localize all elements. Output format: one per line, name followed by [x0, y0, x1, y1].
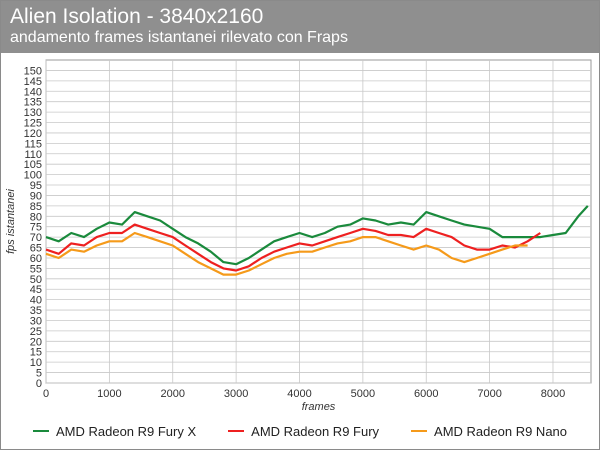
x-tick-label: 6000: [414, 388, 438, 400]
x-axis-label: frames: [302, 401, 336, 413]
x-tick-label: 5000: [351, 388, 375, 400]
y-tick-label: 25: [30, 326, 42, 338]
y-axis-label: fps istantanei: [5, 189, 17, 254]
y-tick-label: 50: [30, 274, 42, 286]
y-tick-label: 55: [30, 263, 42, 275]
y-tick-label: 100: [24, 170, 42, 182]
y-tick-label: 35: [30, 305, 42, 317]
x-tick-label: 4000: [287, 388, 311, 400]
legend: AMD Radeon R9 Fury X AMD Radeon R9 Fury …: [1, 421, 599, 441]
y-tick-label: 75: [30, 222, 42, 234]
y-tick-label: 95: [30, 180, 42, 192]
y-tick-label: 5: [36, 368, 42, 380]
y-tick-label: 125: [24, 118, 42, 130]
legend-swatch: [411, 430, 428, 432]
x-tick-label: 0: [43, 388, 49, 400]
y-tick-label: 60: [30, 253, 42, 265]
chart-header: Alien Isolation - 3840x2160 andamento fr…: [1, 1, 599, 53]
legend-label: AMD Radeon R9 Nano: [434, 423, 568, 439]
y-tick-label: 45: [30, 284, 42, 296]
x-tick-label: 8000: [541, 388, 565, 400]
y-tick-label: 10: [30, 357, 42, 369]
legend-item-fury: AMD Radeon R9 Fury: [228, 424, 379, 439]
x-tick-label: 7000: [477, 388, 501, 400]
y-tick-label: 135: [24, 97, 42, 109]
x-tick-label: 1000: [97, 388, 121, 400]
y-tick-label: 20: [30, 336, 42, 348]
y-tick-label: 40: [30, 295, 42, 307]
y-tick-label: 105: [24, 159, 42, 171]
y-tick-label: 90: [30, 190, 42, 202]
line-chart: 0510152025303540455055606570758085909510…: [5, 59, 592, 413]
y-tick-label: 120: [24, 128, 42, 140]
y-tick-label: 140: [24, 86, 42, 98]
axes: 0510152025303540455055606570758085909510…: [24, 65, 566, 400]
y-tick-label: 110: [24, 149, 42, 161]
legend-item-nano: AMD Radeon R9 Nano: [411, 424, 567, 439]
x-tick-label: 3000: [224, 388, 248, 400]
chart-subtitle: andamento frames istantanei rilevato con…: [10, 29, 348, 46]
series-lines: [45, 205, 589, 276]
series-line-2: [45, 223, 541, 272]
plot-area: [45, 59, 592, 384]
y-tick-label: 80: [30, 211, 42, 223]
y-tick-label: 150: [24, 65, 42, 77]
y-tick-label: 70: [30, 232, 42, 244]
x-tick-label: 2000: [161, 388, 185, 400]
y-tick-label: 145: [24, 76, 42, 88]
y-tick-label: 115: [24, 138, 42, 150]
y-tick-label: 65: [30, 243, 42, 255]
y-tick-label: 30: [30, 315, 42, 327]
y-tick-label: 15: [30, 347, 42, 359]
legend-swatch: [228, 430, 245, 432]
legend-label: AMD Radeon R9 Fury: [251, 423, 380, 439]
y-tick-label: 85: [30, 201, 42, 213]
grid-lines: [45, 59, 592, 384]
y-tick-label: 130: [24, 107, 42, 119]
legend-swatch: [32, 430, 49, 432]
series-line-3: [45, 231, 528, 276]
series-line-1: [45, 205, 589, 266]
legend-label: AMD Radeon R9 Fury X: [55, 423, 197, 439]
chart-title: Alien Isolation - 3840x2160: [10, 5, 264, 28]
y-tick-label: 0: [36, 378, 42, 390]
legend-item-fury-x: AMD Radeon R9 Fury X: [32, 423, 197, 439]
